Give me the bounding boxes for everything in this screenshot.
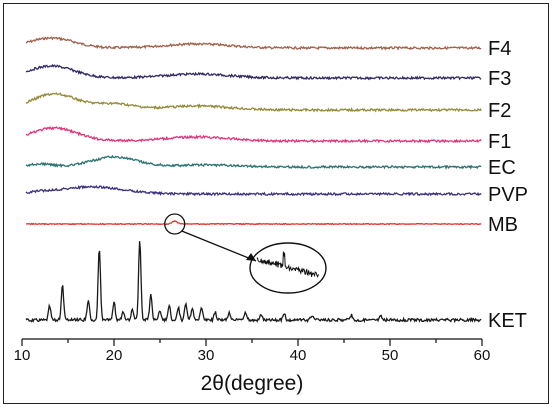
x-axis: 10 20 30 40 50 60 xyxy=(14,338,491,364)
x-tick-label: 20 xyxy=(106,347,123,364)
series-label-f3: F3 xyxy=(488,68,511,90)
x-axis-title: 2θ(degree) xyxy=(201,372,304,395)
zoom-arrow-head xyxy=(246,253,256,261)
trace-f3 xyxy=(25,63,482,81)
trace-f4 xyxy=(26,36,482,51)
trace-pvp xyxy=(25,184,482,197)
x-tick-label: 30 xyxy=(198,347,215,364)
series-label-f2: F2 xyxy=(488,100,511,122)
x-tick-label: 60 xyxy=(474,347,491,364)
zoom-inset-trace xyxy=(256,251,320,278)
series-labels: F4 F3 F2 F1 EC PVP MB KET xyxy=(488,38,528,332)
series-label-f1: F1 xyxy=(488,131,511,153)
x-tick-label: 50 xyxy=(382,347,399,364)
figure-frame xyxy=(3,3,549,404)
x-tick-label: 40 xyxy=(290,347,307,364)
series-label-ket: KET xyxy=(488,310,527,332)
x-tick-label: 10 xyxy=(14,347,31,364)
mb-zoom-annotation xyxy=(164,213,327,294)
series-label-ec: EC xyxy=(488,157,516,179)
trace-ket xyxy=(25,241,482,324)
traces xyxy=(25,36,482,324)
zoom-arrow xyxy=(181,230,257,262)
series-label-mb: MB xyxy=(488,214,518,236)
zoom-circle xyxy=(164,213,186,235)
trace-f2 xyxy=(25,92,482,113)
zoom-inset xyxy=(249,242,327,294)
trace-ec xyxy=(25,154,482,170)
trace-mb xyxy=(25,220,482,226)
trace-f1 xyxy=(25,125,482,144)
series-label-f4: F4 xyxy=(488,38,511,60)
series-label-pvp: PVP xyxy=(488,184,528,206)
